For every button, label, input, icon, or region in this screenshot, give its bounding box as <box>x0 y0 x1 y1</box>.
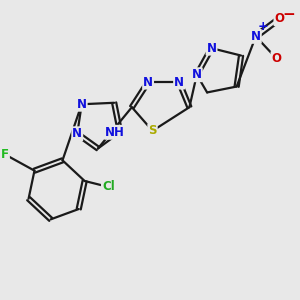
Text: N: N <box>206 42 217 55</box>
Text: S: S <box>148 124 157 137</box>
Text: N: N <box>251 30 261 43</box>
Text: −: − <box>282 7 295 22</box>
Text: N: N <box>72 127 82 140</box>
Text: O: O <box>274 12 284 25</box>
Text: O: O <box>272 52 281 65</box>
Text: F: F <box>1 148 9 161</box>
Text: +: + <box>258 20 268 33</box>
Text: N: N <box>174 76 184 88</box>
Text: N: N <box>192 68 202 81</box>
Text: NH: NH <box>105 126 125 139</box>
Text: N: N <box>77 98 87 111</box>
Text: N: N <box>143 76 153 88</box>
Text: Cl: Cl <box>102 180 115 194</box>
